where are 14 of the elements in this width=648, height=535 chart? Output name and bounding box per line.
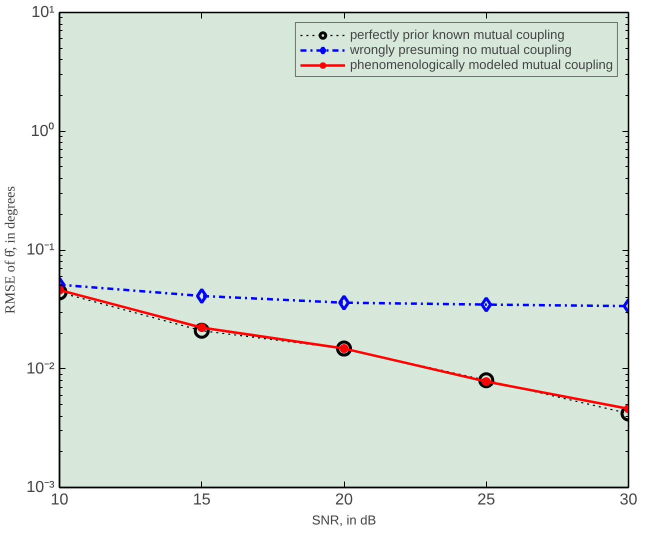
- x-tick-label: 20: [335, 492, 353, 508]
- y-tick-label: 10⁰: [30, 122, 54, 140]
- x-tick-label: 30: [620, 492, 638, 508]
- x-axis-title: SNR, in dB: [312, 512, 376, 528]
- legend-label: perfectly prior known mutual coupling: [350, 27, 565, 42]
- x-tick-label: 15: [192, 492, 211, 508]
- legend-label: wrongly presuming no mutual coupling: [350, 42, 572, 57]
- y-tick-label: 10¹: [31, 4, 54, 21]
- y-tick-label: 10⁻¹: [26, 242, 54, 258]
- y-tick-label: 10⁻²: [26, 360, 56, 378]
- x-tick-label: 10: [50, 492, 68, 508]
- legend-label: phenomenologically modeled mutual coupling: [350, 57, 613, 72]
- y-axis-title: RMSE of θ̂, in degrees: [3, 186, 18, 314]
- x-tick-label: 25: [477, 492, 496, 508]
